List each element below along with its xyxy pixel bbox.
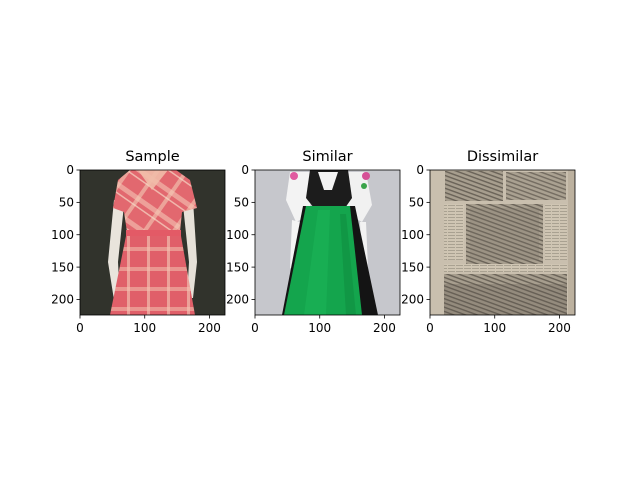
panel-title: Similar bbox=[302, 149, 352, 165]
x-tick-label: 0 bbox=[251, 321, 259, 335]
x-tick-label: 100 bbox=[133, 321, 156, 335]
similar-image bbox=[255, 170, 400, 315]
y-tick-label: 50 bbox=[234, 196, 249, 210]
x-tick-label: 0 bbox=[426, 321, 434, 335]
y-tick-label: 150 bbox=[401, 260, 424, 274]
sample-image bbox=[80, 170, 225, 315]
y-tick-label: 0 bbox=[66, 163, 74, 177]
panel-similar: Similar bbox=[254, 149, 401, 316]
y-tick-label: 50 bbox=[59, 196, 74, 210]
x-tick-label: 100 bbox=[308, 321, 331, 335]
x-tick-label: 200 bbox=[198, 321, 221, 335]
y-tick-label: 200 bbox=[51, 293, 74, 307]
panel-title: Sample bbox=[125, 149, 179, 165]
y-tick-label: 50 bbox=[409, 196, 424, 210]
y-tick-label: 100 bbox=[226, 228, 249, 242]
x-tick-label: 200 bbox=[548, 321, 571, 335]
dissimilar-image bbox=[430, 170, 575, 315]
x-tick-label: 0 bbox=[76, 321, 84, 335]
panel-dissimilar: Dissimilar bbox=[429, 149, 576, 316]
y-tick-label: 150 bbox=[226, 260, 249, 274]
y-tick-label: 150 bbox=[51, 260, 74, 274]
y-tick-label: 200 bbox=[226, 293, 249, 307]
y-tick-label: 200 bbox=[401, 293, 424, 307]
panel-title: Dissimilar bbox=[467, 149, 538, 165]
x-tick-label: 200 bbox=[373, 321, 396, 335]
y-tick-label: 100 bbox=[51, 228, 74, 242]
y-tick-label: 0 bbox=[416, 163, 424, 177]
y-tick-label: 0 bbox=[241, 163, 249, 177]
y-tick-label: 100 bbox=[401, 228, 424, 242]
x-tick-label: 100 bbox=[483, 321, 506, 335]
panel-sample: Sample bbox=[79, 149, 226, 316]
